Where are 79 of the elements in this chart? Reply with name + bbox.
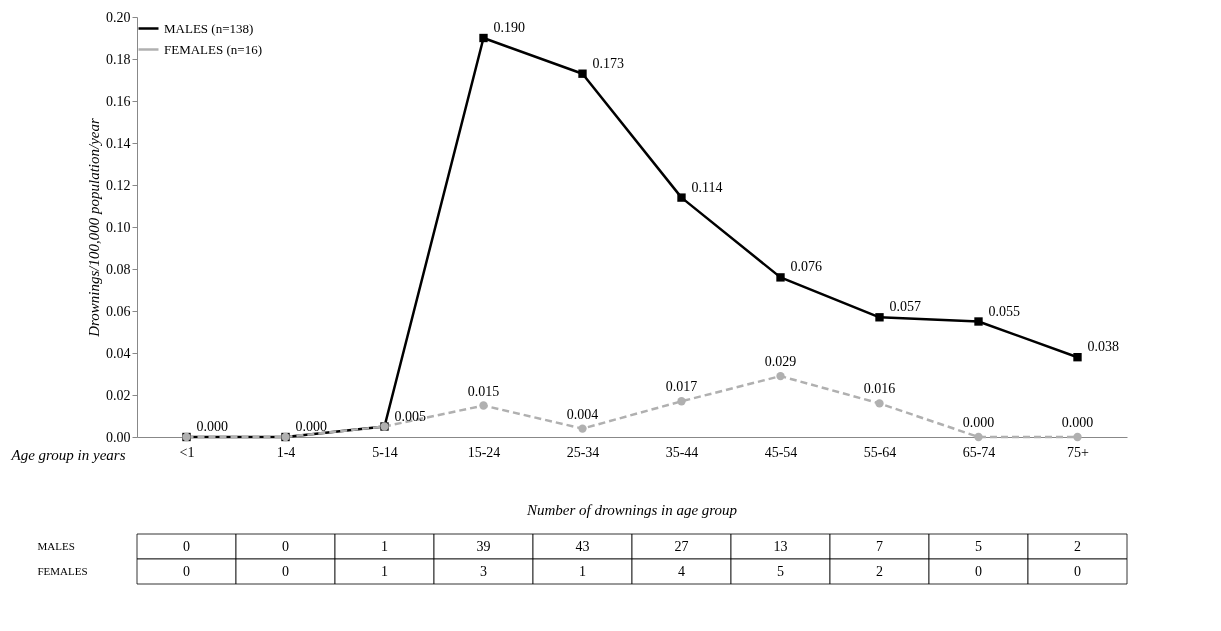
y-tick-label: 0.06 <box>106 303 131 319</box>
data-label: 39 <box>476 538 491 554</box>
point <box>578 424 587 433</box>
x-tick-label: 55-64 <box>863 444 897 460</box>
point <box>776 371 785 381</box>
data-label: 1 <box>579 563 586 579</box>
data-label: 43 <box>575 538 590 554</box>
data-label: 2 <box>1074 538 1081 554</box>
data-label: 0.055 <box>988 303 1020 319</box>
point <box>974 317 983 326</box>
data-label: 0.005 <box>394 408 426 424</box>
point <box>1073 432 1082 442</box>
data-label: 0.000 <box>1061 415 1094 430</box>
x-tick-label: <1 <box>179 444 195 460</box>
data-label: 5 <box>777 563 784 579</box>
y-tick-label: 0.14 <box>106 135 131 151</box>
data-label: 0.029 <box>764 354 797 370</box>
x-tick-label: 35-44 <box>665 444 699 460</box>
data-label: 0.004 <box>566 406 599 422</box>
y-tick-label: 0.18 <box>106 51 131 67</box>
y-tick-label: 0.10 <box>106 219 131 235</box>
data-label: 0.000 <box>196 419 228 434</box>
data-label: 1 <box>381 563 388 579</box>
y-axis-title: Drownings/100,000 population/year <box>86 118 102 338</box>
x-tick-label: 15-24 <box>467 444 501 460</box>
point <box>479 33 488 43</box>
data-label: 0 <box>1074 563 1081 579</box>
data-label: 0.038 <box>1087 339 1119 355</box>
data-label: 0 <box>282 538 289 554</box>
y-tick-label: 0.04 <box>106 345 131 361</box>
data-label: 0 <box>183 563 190 579</box>
data-label: 0 <box>282 563 289 579</box>
data-label: 0.173 <box>592 55 624 71</box>
y-tick-label: 0.00 <box>106 429 131 445</box>
x-tick-label: 75+ <box>1067 444 1090 460</box>
data-label: 0.057 <box>889 299 921 315</box>
y-tick-label: 0.08 <box>106 261 131 277</box>
point <box>875 399 884 408</box>
data-label: 0 <box>975 563 982 579</box>
point <box>677 193 686 202</box>
x-tick-label: 25-34 <box>566 444 600 460</box>
data-label: 2 <box>876 563 883 579</box>
x-tick-label: 45-54 <box>764 444 798 460</box>
y-tick-label: 0.12 <box>106 177 131 193</box>
data-label: 13 <box>773 538 788 554</box>
legend-label: FEMALES (n=16) <box>164 41 262 57</box>
data-label: 4 <box>678 563 685 579</box>
data-label: 0.017 <box>665 379 698 395</box>
data-label: 0.114 <box>691 179 723 195</box>
x-tick-label: 65-74 <box>962 444 996 460</box>
point <box>974 432 983 442</box>
data-label: 0.000 <box>295 419 327 434</box>
y-tick-label: 0.16 <box>106 93 131 109</box>
y-tick-label: MALES <box>37 539 75 552</box>
x-tick-label: 5-14 <box>372 444 398 460</box>
data-label: 0.190 <box>493 20 525 35</box>
point <box>479 401 488 410</box>
point <box>1073 353 1082 362</box>
y-tick-label: FEMALES <box>37 564 88 577</box>
data-label: 0.016 <box>863 381 896 397</box>
data-label: 0.076 <box>790 259 822 275</box>
y-tick-label: 0.02 <box>106 387 131 403</box>
point <box>677 397 686 406</box>
chart-title: Number of drownings in age group <box>525 501 738 518</box>
data-label: 5 <box>975 538 982 554</box>
data-label: 0.000 <box>962 415 995 430</box>
point <box>578 69 587 78</box>
x-tick-label: 1-4 <box>276 444 296 460</box>
x-axis-title: Age group in years <box>10 446 126 463</box>
y-tick-label: 0.20 <box>106 9 131 25</box>
point <box>776 273 785 282</box>
data-label: 7 <box>876 538 883 554</box>
legend-label: MALES (n=138) <box>164 20 254 36</box>
data-label: 27 <box>674 538 689 554</box>
point <box>875 313 884 322</box>
data-label: 3 <box>480 563 487 579</box>
data-label: 0 <box>183 538 190 554</box>
data-label: 1 <box>381 538 388 554</box>
data-label: 0.015 <box>467 383 500 399</box>
